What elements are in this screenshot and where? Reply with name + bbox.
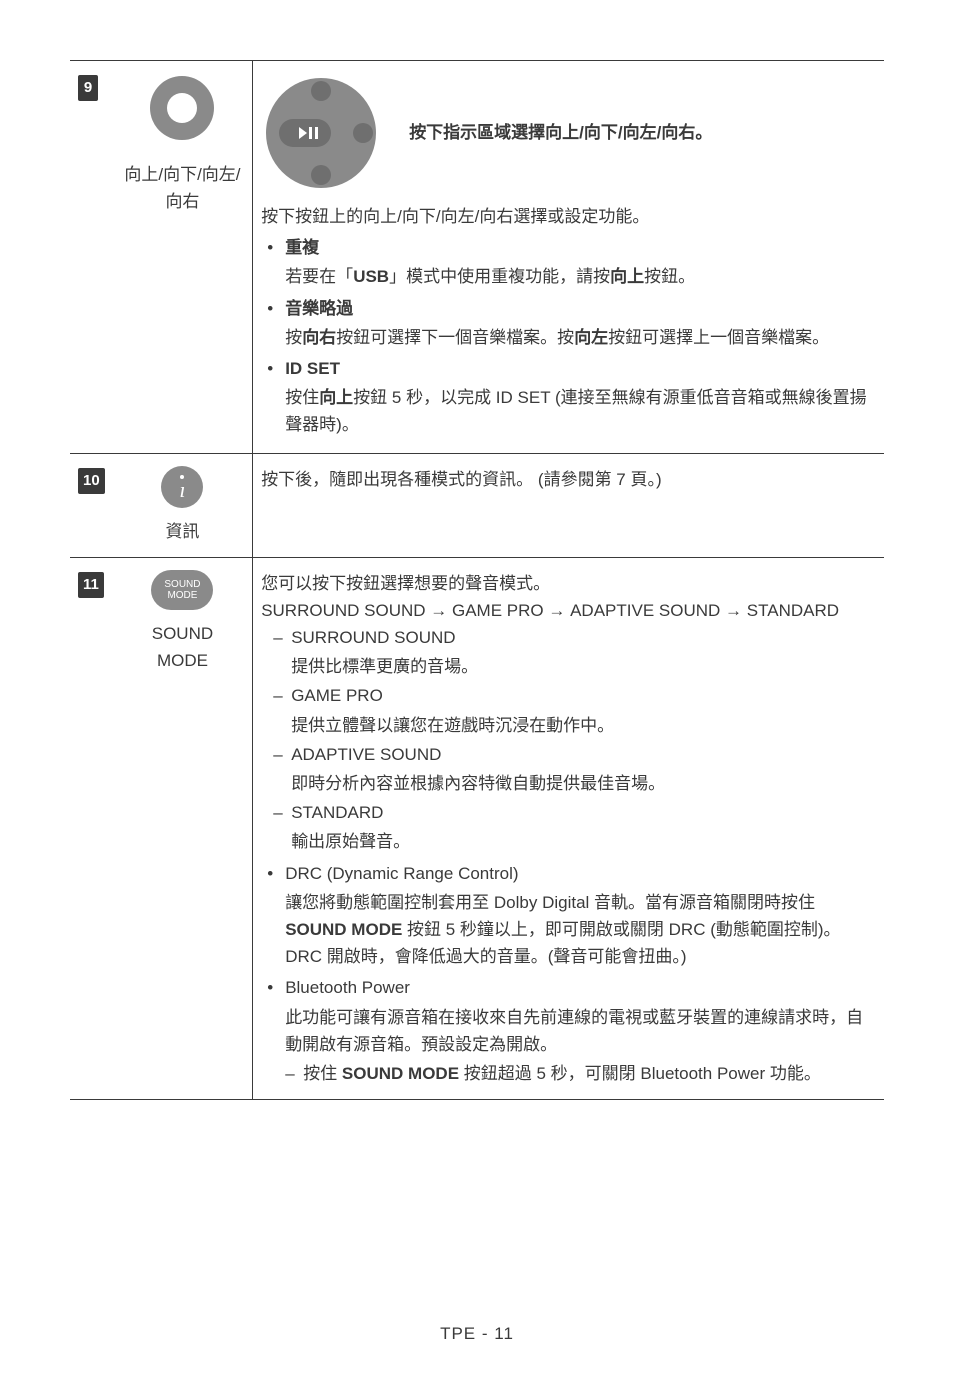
row-10-num-cell: 10 xyxy=(70,453,113,557)
dpad-instruction-text: 按下指示區域選擇向上/向下/向左/向右。 xyxy=(409,119,712,146)
bt-power-body: 此功能可讓有源音箱在接收來自先前連線的電視或藍牙裝置的連線請求時，自動開啟有源音… xyxy=(261,1004,876,1058)
row-9: 9 向上/向下/向左/向右 按下指示區域選 xyxy=(70,61,884,454)
row-9-bullets: 重複 xyxy=(261,234,876,261)
mode-adaptive: ADAPTIVE SOUND xyxy=(261,741,876,768)
sound-mode-list: SURROUND SOUND xyxy=(261,624,876,651)
remote-functions-table: 9 向上/向下/向左/向右 按下指示區域選 xyxy=(70,60,884,1100)
row-11-num-cell: 11 xyxy=(70,557,113,1099)
bullet-skip-title: 音樂略過 xyxy=(285,299,353,318)
row-11-desc-cell: 您可以按下按鈕選擇想要的聲音模式。 SURROUND SOUND → GAME … xyxy=(253,557,884,1099)
sound-mode-icon: SOUND MODE xyxy=(151,570,213,610)
row-9-desc-line: 按下按鈕上的向上/向下/向左/向右選擇或設定功能。 xyxy=(261,203,876,230)
bullet-idset-body: 按住向上按鈕 5 秒，以完成 ID SET (連接至無線有源重低音音箱或無線後置… xyxy=(261,384,876,438)
num-badge-11: 11 xyxy=(78,572,104,598)
mode-adaptive-body: 即時分析內容並根據內容特徵自動提供最佳音場。 xyxy=(261,770,876,797)
row-10-icon-label: 資訊 xyxy=(121,518,245,545)
mode-standard-body: 輸出原始聲音。 xyxy=(261,828,876,855)
row-9-desc-cell: 按下指示區域選擇向上/向下/向左/向右。 按下按鈕上的向上/向下/向左/向右選擇… xyxy=(253,61,884,454)
bullet-skip-body: 按向右按鈕可選擇下一個音樂檔案。按向左按鈕可選擇上一個音樂檔案。 xyxy=(261,324,876,351)
bullet-idset-title: ID SET xyxy=(285,359,340,378)
row-9-num-cell: 9 xyxy=(70,61,113,454)
mode-surround: SURROUND SOUND xyxy=(261,624,876,651)
dpad-full-icon xyxy=(261,73,381,193)
drc-body: 讓您將動態範圍控制套用至 Dolby Digital 音軌。當有源音箱關閉時按住… xyxy=(261,889,876,971)
row-10-desc-cell: 按下後，隨即出現各種模式的資訊。 (請參閱第 7 頁。) xyxy=(253,453,884,557)
mode-standard: STANDARD xyxy=(261,799,876,826)
page-footer: TPE - 11 xyxy=(70,1320,884,1347)
drc-title: DRC (Dynamic Range Control) xyxy=(261,860,876,887)
bullet-repeat-title: 重複 xyxy=(285,238,319,257)
mode-gamepro-body: 提供立體聲以讓您在遊戲時沉浸在動作中。 xyxy=(261,712,876,739)
num-badge-10: 10 xyxy=(78,468,105,494)
row-10: 10 ı 資訊 按下後，隨即出現各種模式的資訊。 (請參閱第 7 頁。) xyxy=(70,453,884,557)
row-10-desc: 按下後，隨即出現各種模式的資訊。 (請參閱第 7 頁。) xyxy=(261,466,876,493)
row-10-icon-cell: ı 資訊 xyxy=(113,453,253,557)
bt-power-sub: 按住 SOUND MODE 按鈕超過 5 秒，可關閉 Bluetooth Pow… xyxy=(261,1060,876,1087)
dpad-instruction-line: 按下指示區域選擇向上/向下/向左/向右。 xyxy=(261,73,876,193)
info-icon: ı xyxy=(161,466,203,508)
mode-gamepro: GAME PRO xyxy=(261,682,876,709)
row-11: 11 SOUND MODE SOUND MODE 您可以按下按鈕選擇想要的聲音模… xyxy=(70,557,884,1099)
mode-surround-body: 提供比標準更廣的音場。 xyxy=(261,653,876,680)
dpad-ring-icon xyxy=(147,73,217,143)
bullet-repeat-body: 若要在「USB」模式中使用重複功能，請按向上按鈕。 xyxy=(261,263,876,290)
num-badge-9: 9 xyxy=(78,75,98,101)
row-9-icon-cell: 向上/向下/向左/向右 xyxy=(113,61,253,454)
sound-mode-chain: SURROUND SOUND → GAME PRO → ADAPTIVE SOU… xyxy=(261,597,876,624)
row-9-icon-label: 向上/向下/向左/向右 xyxy=(121,161,245,215)
bt-power-title: Bluetooth Power xyxy=(261,974,876,1001)
row-11-icon-cell: SOUND MODE SOUND MODE xyxy=(113,557,253,1099)
row-11-intro: 您可以按下按鈕選擇想要的聲音模式。 xyxy=(261,570,876,597)
row-11-icon-label: SOUND MODE xyxy=(121,620,245,674)
